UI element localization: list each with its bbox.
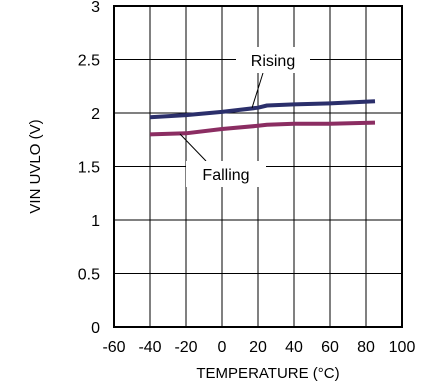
- annotation-label-rising: Rising: [251, 53, 295, 70]
- x-axis-title: TEMPERATURE (°C): [196, 365, 339, 382]
- series-group: [149, 99, 376, 137]
- x-tick-label: -40: [138, 339, 161, 356]
- x-tick-label: 40: [285, 339, 303, 356]
- y-tick-label: 1.5: [78, 160, 100, 177]
- x-tick-labels: -60 -40 -20 0 20 40 60 80 100: [102, 339, 415, 356]
- y-axis-title: VIN UVLO (V): [27, 119, 44, 213]
- x-tick-label: -60: [102, 339, 125, 356]
- y-tick-label: 3: [91, 0, 100, 16]
- y-tick-label: 2: [91, 106, 100, 123]
- x-tick-label: 20: [249, 339, 267, 356]
- annotations: Rising Falling: [179, 47, 310, 187]
- series-line-falling: [149, 120, 376, 137]
- annotation-leader-falling: [179, 133, 207, 162]
- y-tick-labels: 0 0.5 1 1.5 2 2.5 3: [78, 0, 100, 337]
- y-tick-label: 0: [91, 320, 100, 337]
- annotation-leader-rising: [251, 72, 264, 109]
- y-tick-label: 1: [91, 213, 100, 230]
- annotation-label-falling: Falling: [202, 167, 249, 184]
- x-tick-label: 60: [321, 339, 339, 356]
- annotation-box-rising: [236, 47, 310, 73]
- x-tick-label: 0: [218, 339, 227, 356]
- series-line-rising: [149, 99, 376, 120]
- annotation-box-falling: [186, 161, 266, 187]
- x-tick-label: 80: [357, 339, 375, 356]
- x-tick-label: 100: [389, 339, 416, 356]
- x-tick-label: -20: [174, 339, 197, 356]
- y-tick-label: 0.5: [78, 267, 100, 284]
- y-tick-label: 2.5: [78, 53, 100, 70]
- plot-frame: [113, 5, 403, 328]
